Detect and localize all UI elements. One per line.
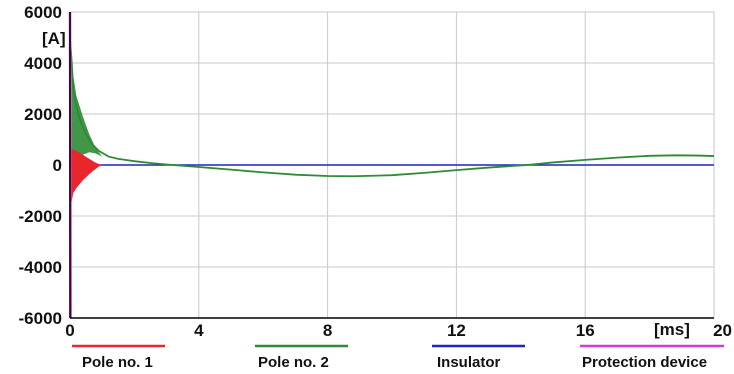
y-tick-label: 0 bbox=[53, 156, 62, 175]
series-pole-1-band bbox=[70, 148, 103, 202]
x-tick-label: 16 bbox=[576, 321, 595, 340]
legend: Pole no. 1 Pole no. 2 Insulator Protection … bbox=[72, 344, 724, 371]
x-tick-label: 8 bbox=[323, 321, 332, 340]
x-tick-label: 20 bbox=[713, 321, 732, 340]
y-tick-label: 4000 bbox=[24, 54, 62, 73]
y-tick-label: -6000 bbox=[19, 309, 62, 328]
legend-label: Protection device bbox=[582, 354, 707, 371]
legend-label: Pole no. 1 bbox=[82, 354, 153, 371]
legend-label: Pole no. 2 bbox=[258, 354, 329, 371]
legend-label: Insulator bbox=[437, 354, 501, 371]
y-unit-label: [A] bbox=[42, 29, 66, 48]
x-tick-labels: 0 4 8 12 16 20 bbox=[65, 321, 732, 340]
y-tick-label: -4000 bbox=[19, 258, 62, 277]
x-unit-label: [ms] bbox=[654, 320, 690, 339]
y-tick-label: 2000 bbox=[24, 105, 62, 124]
y-tick-labels: 6000 4000 2000 0 -2000 -4000 -6000 bbox=[19, 3, 62, 328]
x-tick-label: 4 bbox=[194, 321, 204, 340]
y-tick-label: 6000 bbox=[24, 3, 62, 22]
x-tick-label: 12 bbox=[447, 321, 466, 340]
series-layer bbox=[68, 11, 715, 319]
series-pole-2-line bbox=[69, 39, 715, 178]
y-tick-label: -2000 bbox=[19, 207, 62, 226]
x-tick-label: 0 bbox=[65, 321, 74, 340]
